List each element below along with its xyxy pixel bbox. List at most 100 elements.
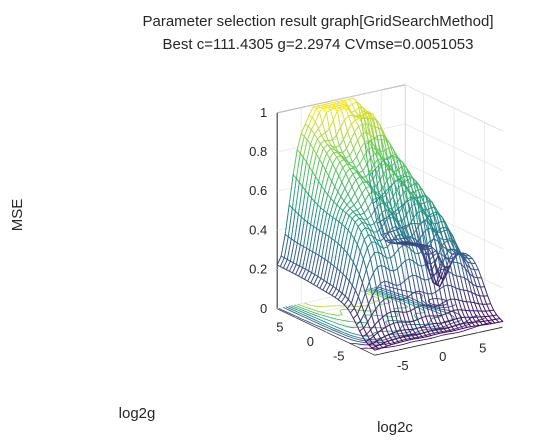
mesh-line [376, 287, 381, 305]
mesh-line [372, 231, 377, 240]
mesh-line [376, 135, 382, 163]
mesh-line [448, 253, 453, 260]
mesh-line [368, 272, 374, 283]
mesh-line [401, 202, 406, 207]
mesh-line [372, 340, 378, 344]
mesh-line [356, 206, 362, 211]
mesh-line [409, 321, 414, 330]
mesh-line [331, 145, 336, 148]
mesh-line [473, 269, 478, 279]
mesh-line [336, 110, 341, 129]
mesh-line [315, 176, 320, 182]
mesh-line [309, 249, 314, 253]
mesh-line [431, 291, 437, 295]
mesh-line [404, 241, 409, 243]
mesh-line [351, 101, 357, 105]
mesh-line [480, 316, 485, 322]
mesh-line [488, 315, 493, 321]
mesh-line [358, 258, 364, 275]
mesh-line [366, 123, 371, 135]
mesh-line [386, 232, 392, 241]
mesh-line [295, 273, 300, 277]
mesh-line [458, 299, 463, 311]
mesh-line [386, 311, 392, 315]
mesh-line [422, 195, 428, 219]
mesh-line [393, 322, 398, 333]
mesh-line [431, 250, 437, 254]
mesh-line [379, 221, 385, 235]
mesh-line [363, 117, 369, 143]
mesh-line [407, 241, 412, 244]
mesh-line [404, 276, 409, 282]
mesh-line [449, 309, 455, 313]
mesh-line [328, 235, 333, 240]
mesh-line [408, 274, 413, 278]
mesh-line [436, 277, 442, 286]
mesh-line [485, 310, 490, 317]
mesh-line [443, 327, 448, 333]
y-axis-label: log2g [119, 405, 156, 422]
mesh-line [460, 276, 465, 291]
mesh-line [376, 282, 381, 289]
mesh-line [416, 263, 421, 279]
mesh-line [416, 196, 421, 198]
mesh-line [328, 127, 333, 141]
mesh-line [352, 261, 357, 269]
mesh-line [346, 307, 351, 314]
mesh-line [423, 332, 428, 338]
mesh-line [444, 321, 450, 323]
mesh-line [387, 157, 392, 186]
mesh-line [352, 173, 357, 181]
mesh-line [408, 258, 414, 262]
mesh-line [318, 254, 323, 258]
mesh-line [423, 331, 429, 334]
mesh-line [375, 200, 381, 222]
mesh-line [290, 238, 295, 242]
mesh-line [369, 223, 375, 226]
mesh-line [403, 335, 409, 337]
mesh-line [371, 171, 377, 202]
mesh-line [450, 258, 455, 265]
mesh-line [384, 266, 389, 283]
mesh-line [367, 139, 372, 143]
mesh-line [321, 256, 326, 260]
mesh-line [342, 252, 348, 275]
mesh-line [357, 296, 362, 305]
mesh-line [318, 164, 324, 182]
mesh-line [389, 322, 395, 326]
mesh-line [337, 181, 343, 193]
mesh-line [420, 248, 425, 254]
mesh-line [327, 180, 333, 196]
mesh-line [479, 321, 484, 326]
mesh-line [487, 319, 493, 322]
mesh-line [295, 177, 300, 183]
mesh-line [303, 135, 308, 141]
mesh-line [442, 300, 448, 304]
mesh-line [427, 331, 432, 337]
mesh-line [459, 288, 464, 302]
mesh-line [452, 273, 457, 277]
mesh-line [321, 122, 326, 134]
mesh-line [379, 344, 384, 349]
mesh-line [304, 270, 310, 280]
mesh-line [463, 322, 468, 328]
mesh-line [439, 285, 445, 290]
mesh-line [456, 275, 461, 278]
mesh-line [380, 234, 386, 241]
mesh-line [419, 332, 425, 335]
mesh-line [476, 285, 481, 297]
mesh-line [352, 209, 358, 212]
mesh-line [333, 191, 339, 203]
mesh-line [381, 329, 386, 337]
mesh-line [317, 185, 323, 206]
mesh-line [378, 320, 383, 331]
mesh-line [397, 220, 402, 228]
mesh-line [335, 145, 340, 148]
x-tick-label: 0 [439, 349, 446, 364]
mesh-line [434, 304, 440, 307]
mesh-line [326, 148, 332, 154]
mesh-line [415, 180, 421, 198]
mesh-line [374, 241, 379, 253]
mesh-line [400, 177, 406, 204]
